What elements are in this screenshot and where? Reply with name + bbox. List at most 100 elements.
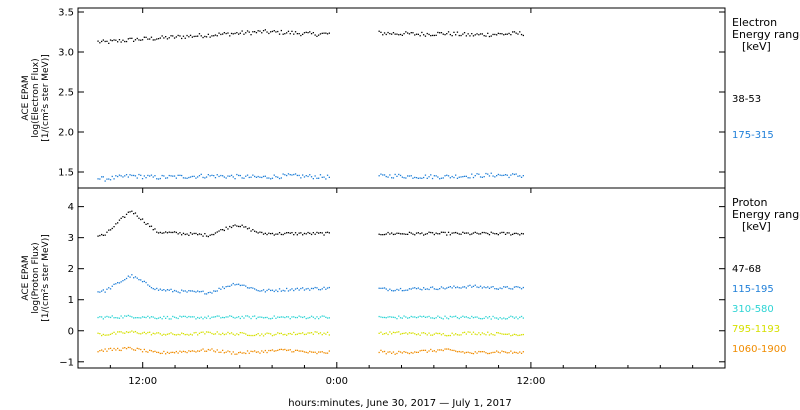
data-point [102, 350, 104, 352]
data-point [168, 37, 170, 39]
data-point [412, 332, 414, 334]
data-point [305, 333, 307, 335]
data-point [424, 288, 427, 290]
data-point [460, 316, 462, 318]
data-point [455, 174, 457, 176]
data-point [508, 232, 510, 234]
data-point [236, 225, 238, 227]
data-point [323, 176, 325, 178]
data-point [408, 332, 411, 334]
data-point [172, 291, 174, 293]
data-point [152, 176, 154, 178]
data-point [264, 232, 266, 234]
data-point [266, 233, 268, 236]
data-point [510, 350, 512, 352]
data-point [184, 290, 186, 292]
data-point [401, 352, 403, 354]
data-point [232, 225, 234, 227]
data-point [125, 213, 128, 215]
data-point [239, 351, 241, 353]
data-point [245, 175, 247, 177]
data-point [401, 332, 403, 335]
data-point [120, 281, 122, 283]
series-175-315 [97, 172, 524, 182]
data-point [225, 177, 227, 179]
data-point [396, 352, 398, 355]
data-point [186, 233, 188, 235]
data-point [252, 350, 254, 353]
data-point [287, 30, 290, 32]
data-point [478, 233, 480, 235]
data-point [328, 350, 330, 352]
data-point [191, 233, 193, 235]
data-point [175, 290, 177, 292]
data-point [186, 333, 188, 336]
data-point [205, 317, 208, 319]
data-point [255, 32, 258, 34]
data-point [133, 40, 135, 42]
data-point [163, 350, 165, 353]
data-point [458, 34, 460, 37]
data-point [485, 316, 487, 318]
data-point [508, 32, 510, 35]
data-point [444, 348, 446, 350]
data-point [462, 351, 464, 353]
data-point [277, 290, 279, 293]
data-point [97, 332, 99, 334]
data-point [396, 33, 398, 35]
data-point [200, 349, 202, 351]
data-point [428, 315, 430, 318]
data-point [156, 231, 158, 233]
data-point [165, 290, 167, 292]
data-point [236, 32, 238, 34]
data-point [512, 316, 514, 318]
data-point [109, 333, 112, 335]
data-point [214, 333, 217, 335]
data-point [140, 333, 142, 335]
data-point [97, 351, 99, 353]
data-point [421, 232, 423, 234]
data-point [179, 292, 181, 294]
data-point [213, 316, 215, 318]
data-point [175, 36, 177, 38]
data-point [250, 230, 252, 232]
data-point [512, 31, 514, 33]
data-point [293, 331, 295, 334]
data-point [282, 289, 284, 292]
data-point [104, 180, 106, 182]
data-point [442, 231, 444, 233]
data-point [392, 331, 395, 333]
data-point [246, 228, 249, 230]
data-point [319, 332, 322, 334]
data-point [517, 233, 519, 235]
data-point [398, 350, 400, 353]
data-point [321, 334, 323, 336]
data-point [417, 351, 419, 353]
data-point [118, 39, 121, 41]
data-point [463, 175, 466, 177]
data-point [451, 175, 453, 178]
data-point [207, 174, 209, 176]
data-point [431, 286, 434, 288]
data-point [252, 287, 254, 289]
data-point [118, 174, 121, 176]
data-point [195, 318, 197, 320]
data-point [481, 33, 483, 35]
data-point [101, 316, 103, 318]
data-point [254, 175, 256, 178]
data-point [241, 315, 243, 318]
data-point [154, 317, 156, 319]
data-point [106, 288, 108, 290]
data-point [108, 334, 110, 336]
data-point [156, 38, 158, 40]
data-point [177, 291, 179, 293]
data-point [273, 174, 275, 176]
data-point [446, 335, 448, 337]
data-point [435, 351, 437, 353]
data-point [492, 334, 494, 336]
data-point [259, 290, 261, 292]
data-point [326, 231, 329, 233]
data-point [396, 175, 398, 177]
data-point [463, 286, 466, 288]
data-point [303, 333, 306, 336]
